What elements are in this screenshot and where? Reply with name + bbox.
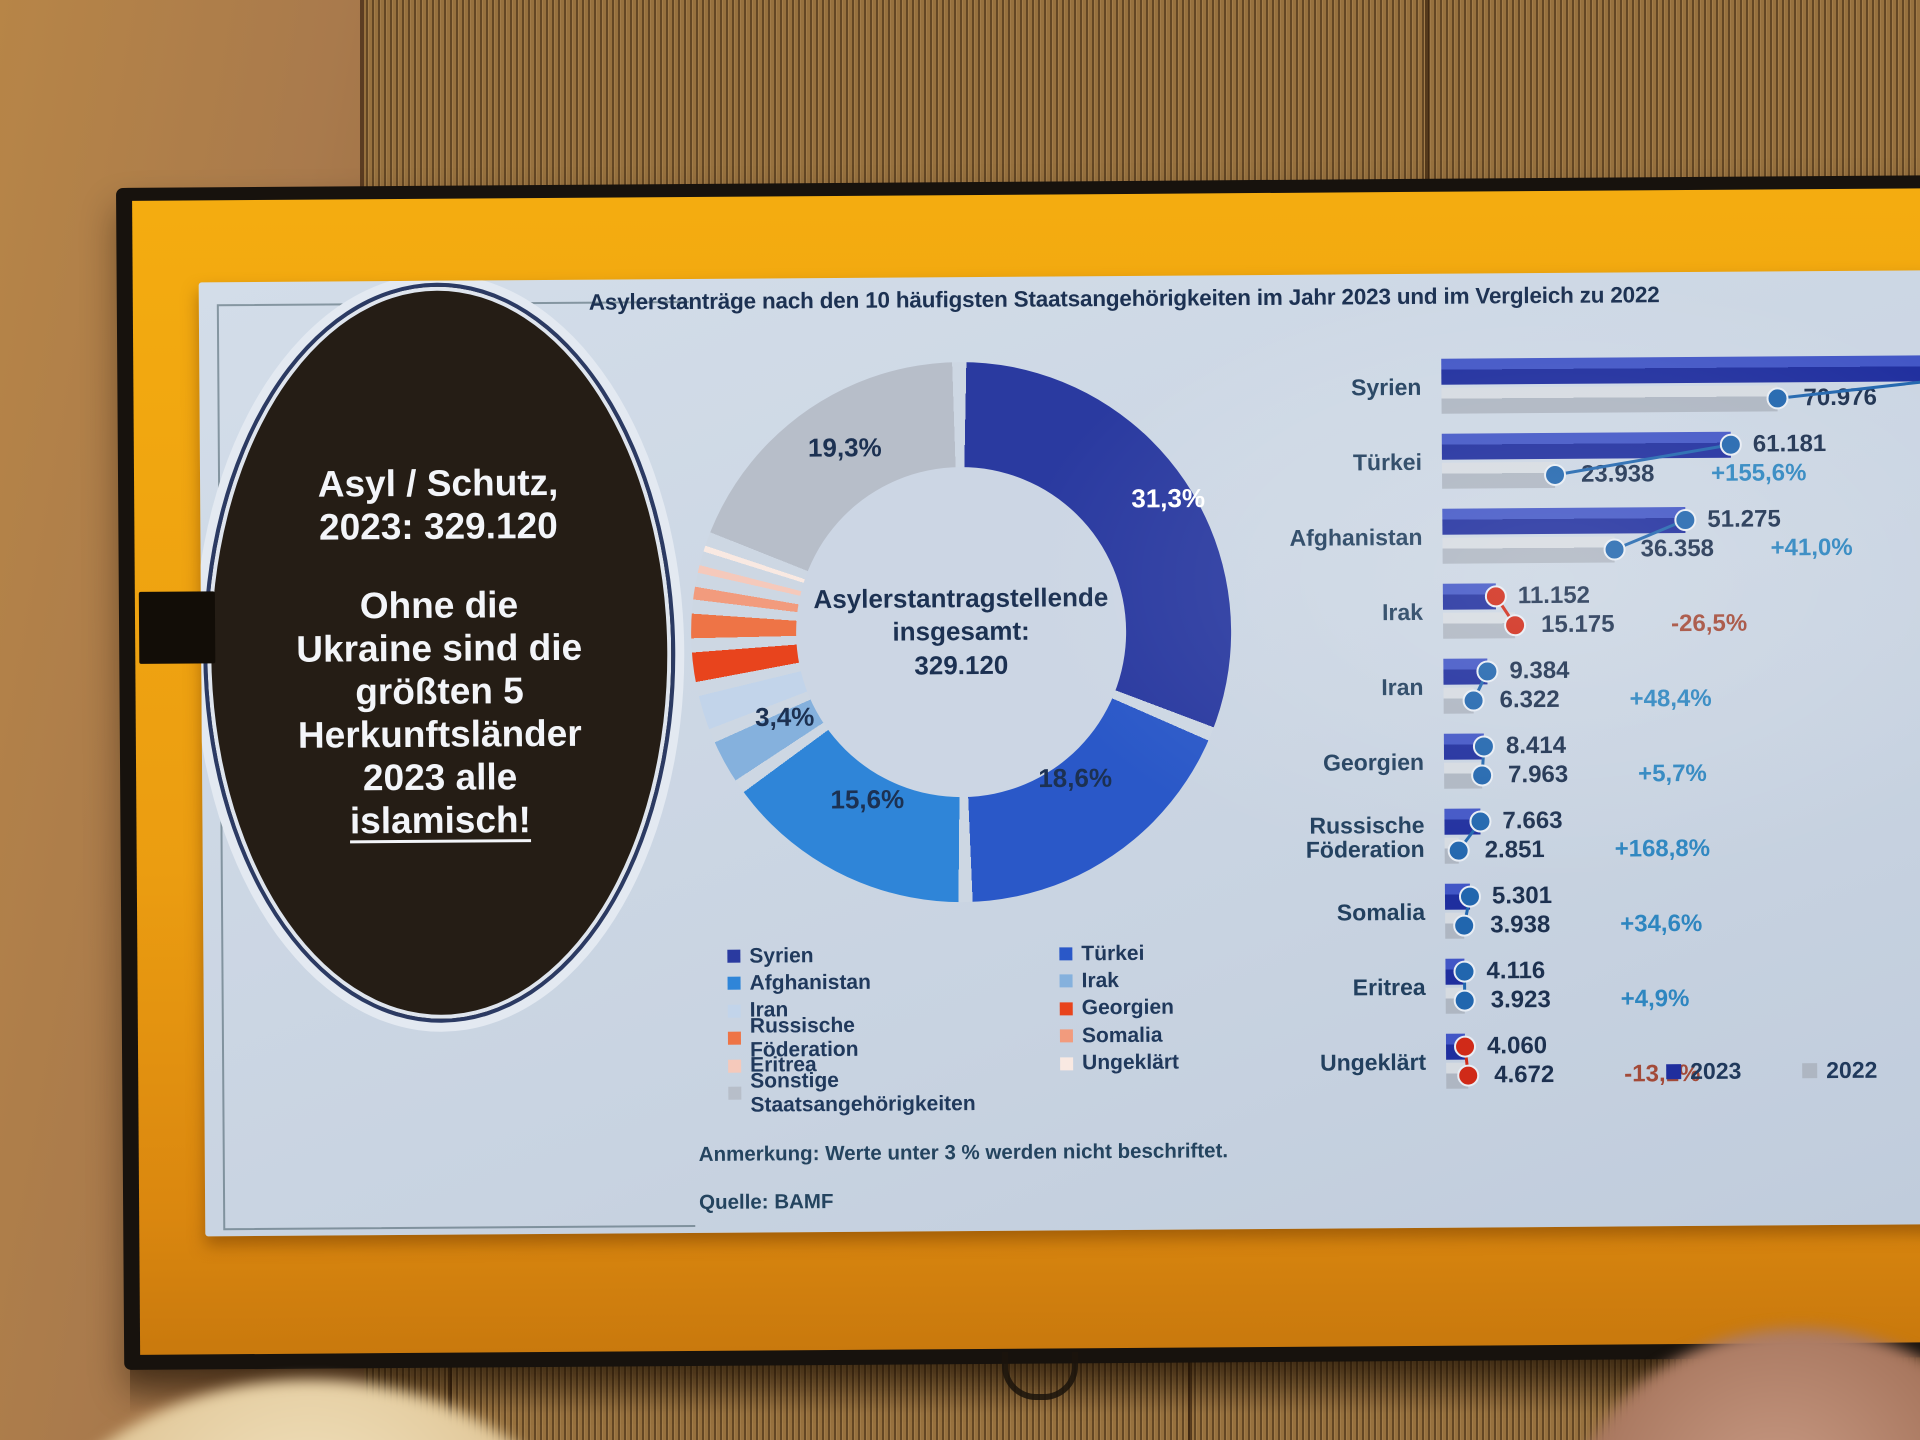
legend-2022-label: 2022 — [1826, 1056, 1878, 1084]
legend-swatch — [1059, 1002, 1073, 1016]
legend-year-2023: 2023 — [1666, 1058, 1741, 1086]
legend-label: Irak — [1081, 968, 1120, 993]
chart-title: Asylerstanträge nach den 10 häufigsten S… — [588, 282, 1660, 315]
legend-swatch — [1059, 947, 1073, 961]
legend-2023-label: 2023 — [1690, 1057, 1742, 1085]
donut-pct-label-türkei: 18,6% — [1038, 762, 1113, 794]
bar-row-label: Iran — [1381, 673, 1424, 701]
chart-source: Quelle: BAMF — [699, 1190, 834, 1214]
legend-swatch — [1059, 974, 1073, 988]
legend-label: Somalia — [1081, 1023, 1163, 1047]
presentation-slide: Asylerstanträge nach den 10 häufigsten S… — [198, 270, 1920, 1237]
legend-year-2022: 2022 — [1802, 1057, 1877, 1085]
tv-display: Asylerstanträge nach den 10 häufigsten S… — [116, 175, 1920, 1370]
callout-line: Ohne die — [359, 584, 519, 627]
legend-label: Türkei — [1081, 941, 1145, 965]
legend-swatch — [728, 1059, 742, 1073]
donut-pct-label-sonstige staatsangehörigkeiten: 19,3% — [807, 432, 882, 463]
callout-line: islamisch! — [349, 798, 532, 842]
callout-line: Asyl / Schutz, — [317, 462, 559, 505]
callout-line: Ukraine sind die — [296, 626, 583, 670]
donut-center-line3: 329.120 — [914, 649, 1009, 680]
donut-center-line2: insgesamt: — [892, 616, 1030, 648]
legend-swatch — [727, 1031, 741, 1045]
tv-screen: Asylerstanträge nach den 10 häufigsten S… — [132, 188, 1920, 1355]
wall-panel-seam — [360, 0, 364, 200]
donut-pct-label-afghanistan: 15,6% — [830, 784, 905, 815]
bar-row-label: Irak — [1381, 598, 1424, 626]
legend-swatch — [727, 1004, 741, 1018]
callout-line: größten 5 — [355, 670, 524, 713]
legend-label: Syrien — [749, 943, 814, 968]
legend-item: Irak — [1059, 967, 1119, 994]
bar-chart-markers — [1447, 360, 1920, 1087]
legend-item: Türkei — [1059, 940, 1144, 968]
legend-item: Somalia — [1059, 1022, 1163, 1050]
legend-item: Afghanistan — [727, 969, 871, 997]
legend-swatch — [727, 977, 741, 991]
bar-row-label: Eritrea — [1352, 973, 1426, 1001]
callout-oval: Asyl / Schutz, 2023: 329.120 Ohne die Ukrai… — [200, 281, 678, 1025]
bar-row-label: Türkei — [1352, 448, 1423, 476]
legend-label: Afghanistan — [749, 970, 871, 995]
legend-swatch — [727, 949, 741, 963]
legend-swatch — [1060, 1056, 1074, 1071]
callout-line: 2023 alle — [362, 756, 518, 799]
legend-item: Syrien — [727, 942, 814, 970]
chart-annotation: Anmerkung: Werte unter 3 % werden nicht … — [698, 1139, 1229, 1166]
bar-row-label: Ungeklärt — [1319, 1048, 1427, 1076]
bar-row-label: Russische Föderation — [1305, 811, 1425, 863]
bar-row-label: Afghanistan — [1289, 523, 1423, 551]
legend-item: Sonstige Staatsangehörigkeiten — [728, 1068, 976, 1116]
legend-swatch — [728, 1086, 742, 1100]
bar-row-label: Syrien — [1351, 373, 1422, 401]
callout-line: Herkunftsländer — [297, 712, 582, 756]
bar-row-label: Georgien — [1322, 748, 1425, 776]
legend-2022-swatch — [1802, 1063, 1818, 1079]
wall-panel-seam — [1425, 0, 1429, 192]
donut-pct-label-irak: 3,4% — [754, 701, 815, 733]
donut-center-line1: Asylerstantragstellende — [813, 582, 1109, 615]
bar-row-label: Somalia — [1336, 898, 1426, 926]
legend-2023-swatch — [1666, 1064, 1682, 1080]
tv-bezel-attachment — [138, 591, 216, 664]
callout-line: 2023: 329.120 — [318, 505, 558, 548]
legend-item: Russische Föderation — [727, 1014, 859, 1061]
donut-center-label: Asylerstantragstellende insgesamt: 329.1… — [794, 465, 1128, 799]
legend-label: Sonstige Staatsangehörigkeiten — [750, 1068, 976, 1117]
legend-swatch — [1059, 1029, 1073, 1043]
hanging-cable — [1002, 1352, 1078, 1400]
